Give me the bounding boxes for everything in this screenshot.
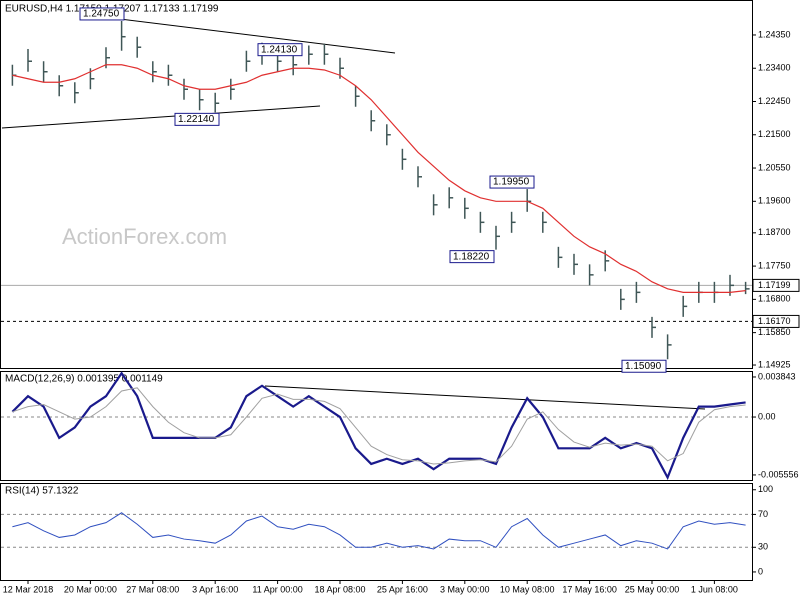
x-tick-label: 27 Mar 08:00 — [126, 584, 179, 594]
y-tick-label: 100 — [758, 484, 773, 494]
trendline — [264, 385, 706, 410]
macd-title: MACD(12,26,9) 0.001395 0.001149 — [5, 374, 163, 385]
price-annotation-box — [621, 359, 667, 373]
trendline — [79, 13, 396, 54]
price-annotation: 1.19950 — [493, 177, 530, 188]
price-annotation: 1.15090 — [625, 361, 662, 372]
x-tick-label: 10 May 08:00 — [500, 584, 555, 594]
x-tick-label: 17 May 16:00 — [562, 584, 617, 594]
price-annotation-box — [489, 175, 535, 189]
rsi-title: RSI(14) 57.1322 — [5, 486, 79, 497]
y-tick-label: 1.14925 — [758, 359, 791, 369]
y-tick-label: 0.003843 — [758, 371, 796, 381]
x-tick-label: 3 Apr 16:00 — [192, 584, 238, 594]
y-tick-label: 1.23400 — [758, 63, 791, 73]
last-price-box — [752, 278, 800, 292]
y-tick-label: 30 — [758, 542, 768, 552]
y-tick-label: 1.16800 — [758, 294, 791, 304]
y-tick-label: 1.22450 — [758, 96, 791, 106]
price-annotation-box — [449, 250, 495, 264]
y-tick-label: 1.19600 — [758, 196, 791, 206]
signal-line — [12, 387, 746, 465]
y-tick-label: 1.15850 — [758, 327, 791, 337]
x-tick-label: 18 Apr 08:00 — [314, 584, 365, 594]
y-tick-label: 0 — [758, 566, 763, 576]
rsi-line — [12, 512, 746, 550]
y-tick-label: -0.005556 — [758, 469, 799, 479]
support-box — [752, 314, 800, 328]
y-tick-label: 1.17750 — [758, 260, 791, 270]
trendline — [1, 105, 321, 129]
price-annotation: 1.24750 — [83, 9, 120, 20]
price-annotation: 1.22140 — [178, 114, 215, 125]
x-tick-label: 12 Mar 2018 — [3, 584, 54, 594]
x-tick-label: 25 May 00:00 — [625, 584, 680, 594]
price-annotation-box — [257, 43, 303, 57]
y-tick-label: 1.18700 — [758, 227, 791, 237]
x-tick-label: 3 May 00:00 — [440, 584, 490, 594]
price-annotation-box — [79, 7, 125, 21]
rsi-panel — [0, 483, 753, 581]
watermark: ActionForex.com — [62, 224, 227, 249]
y-tick-label: 70 — [758, 509, 768, 519]
moving-average — [12, 64, 746, 293]
x-tick-label: 25 Apr 16:00 — [377, 584, 428, 594]
x-tick-label: 11 Apr 00:00 — [252, 584, 302, 594]
x-tick-label: 20 Mar 00:00 — [64, 584, 117, 594]
price-panel — [0, 0, 753, 369]
price-annotation: 1.18220 — [453, 251, 490, 262]
y-tick-label: 1.21500 — [758, 129, 791, 139]
price-annotation-box — [174, 112, 220, 126]
y-tick-label: 1.24350 — [758, 29, 791, 39]
macd-panel — [0, 371, 753, 481]
price-annotation: 1.24130 — [261, 44, 298, 55]
macd-line — [11, 371, 746, 481]
support-label: 1.16170 — [758, 316, 791, 326]
y-tick-label: 1.20550 — [758, 162, 791, 172]
last-price-label: 1.17199 — [758, 280, 791, 290]
y-tick-label: 0.00 — [758, 411, 776, 421]
x-tick-label: 1 Jun 08:00 — [691, 584, 738, 594]
